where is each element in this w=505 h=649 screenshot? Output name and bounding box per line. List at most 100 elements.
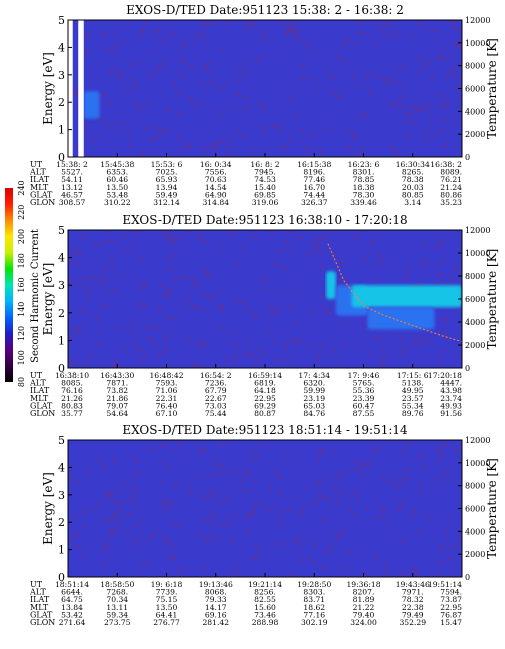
table-cell: 78.38 (402, 175, 424, 184)
y2-axis-label: Temperature [K] (485, 458, 499, 559)
table-cell: 19:51:14 (428, 580, 462, 589)
panel-title: EXOS-D/TED Date:951123 18:51:14 - 19:51:… (122, 423, 408, 437)
temperature-trace (327, 243, 463, 343)
spectral-feature (367, 307, 435, 330)
table-cell: 326.37 (301, 198, 328, 207)
table-row-label: GLAT (30, 190, 53, 199)
table-cell: 76.16 (61, 386, 83, 395)
table-cell: 7236. (205, 379, 227, 388)
y-tick-label: 4 (58, 461, 65, 474)
table-row-label: GLON (30, 618, 55, 627)
table-cell: 82.55 (254, 595, 276, 604)
table-cell: 78.30 (353, 190, 375, 199)
table-cell: 15.47 (440, 618, 462, 627)
table-cell: 60.46 (106, 175, 128, 184)
table-cell: 13.50 (156, 603, 178, 612)
table-cell: 7594. (440, 588, 462, 597)
table-cell: 17:15: 6 (397, 371, 429, 380)
table-row-label: GLON (30, 198, 55, 207)
table-cell: 71.06 (156, 386, 178, 395)
table-cell: 7556. (205, 168, 227, 177)
y2-tick-label: 12000 (465, 436, 490, 445)
table-row-label: ALT (29, 379, 46, 388)
table-cell: 19:36:18 (346, 580, 380, 589)
y-tick-label: 0 (58, 571, 65, 584)
y2-tick-label: 0 (465, 573, 470, 582)
table-cell: 79.07 (106, 401, 128, 410)
table-cell: 4447. (440, 379, 462, 388)
table-cell: 16:43:30 (100, 371, 134, 380)
table-cell: 23.74 (440, 394, 462, 403)
table-cell: 76.87 (440, 610, 462, 619)
table-cell: 6819. (254, 379, 276, 388)
table-cell: 73.87 (440, 595, 462, 604)
table-cell: 53.48 (106, 190, 128, 199)
table-cell: 64.90 (205, 190, 227, 199)
table-cell: 79.49 (402, 610, 424, 619)
y2-tick-label: 4000 (465, 107, 485, 116)
colorbar-tick-label: 180 (17, 253, 26, 268)
table-cell: 55.36 (353, 386, 375, 395)
table-cell: 67.79 (205, 386, 227, 395)
table-cell: 23.19 (303, 394, 325, 403)
noise-texture (68, 20, 462, 157)
table-cell: 15.40 (254, 183, 276, 192)
table-cell: 81.89 (353, 595, 375, 604)
y2-axis-label: Temperature [K] (485, 249, 499, 350)
y-tick-label: 4 (58, 41, 65, 54)
y2-tick-label: 2000 (465, 550, 485, 559)
table-cell: 89.76 (402, 409, 424, 418)
table-cell: 64.41 (156, 610, 178, 619)
table-cell: 75.44 (205, 409, 227, 418)
table-cell: 54.64 (106, 409, 128, 418)
table-cell: 78.32 (402, 595, 424, 604)
table-cell: 64.75 (61, 595, 83, 604)
table-cell: 87.55 (353, 409, 375, 418)
table-cell: 75.15 (156, 595, 178, 604)
table-cell: 69.85 (254, 190, 276, 199)
y2-tick-label: 4000 (465, 318, 485, 327)
table-cell: 21.26 (61, 394, 83, 403)
y-tick-label: 5 (58, 434, 65, 447)
table-cell: 5138. (402, 379, 424, 388)
table-cell: 77.16 (303, 610, 325, 619)
table-cell: 22.31 (156, 394, 178, 403)
table-cell: 22.95 (440, 603, 462, 612)
y2-tick-label: 6000 (465, 85, 485, 94)
table-cell: 13.94 (156, 183, 178, 192)
table-cell: 7025. (156, 168, 178, 177)
table-cell: 35.23 (440, 198, 462, 207)
table-cell: 79.33 (205, 595, 227, 604)
y-tick-label: 3 (58, 69, 65, 82)
table-cell: 80.87 (254, 409, 276, 418)
table-cell: 8068. (205, 588, 227, 597)
table-cell: 18:51:14 (55, 580, 89, 589)
colorbar-tick-label: 220 (17, 205, 26, 220)
table-cell: 16:48:42 (149, 371, 183, 380)
table-cell: 7593. (156, 379, 178, 388)
orbit-table: UTALTILATMLTGLATGLON16:38:108085.76.1621… (29, 371, 462, 418)
table-cell: 16:38: 2 (430, 160, 462, 169)
noise-texture (68, 230, 462, 368)
colorbar-scale (5, 188, 13, 382)
table-cell: 22.95 (254, 394, 276, 403)
table-cell: 8085. (61, 379, 83, 388)
y-tick-label: 3 (58, 279, 65, 292)
colorbar-tick-label: 140 (17, 302, 26, 317)
table-cell: 3.14 (404, 198, 421, 207)
panel-1: EXOS-D/TED Date:951123 15:38: 2 - 16:38:… (29, 3, 499, 207)
table-cell: 59.99 (303, 386, 325, 395)
panel-title: EXOS-D/TED Date:951123 16:38:10 - 17:20:… (122, 213, 407, 227)
y2-tick-label: 4000 (465, 527, 485, 536)
table-cell: 310.22 (104, 198, 131, 207)
y2-tick-label: 2000 (465, 130, 485, 139)
y2-tick-label: 8000 (465, 482, 485, 491)
colorbar-tick-label: 160 (17, 277, 26, 292)
table-cell: 15:45:38 (100, 160, 134, 169)
y2-tick-label: 12000 (465, 16, 490, 25)
table-row-label: GLON (30, 409, 55, 418)
colorbar-tick-label: 120 (17, 326, 26, 341)
table-cell: 16:38:10 (55, 371, 89, 380)
table-cell: 6353. (106, 168, 128, 177)
